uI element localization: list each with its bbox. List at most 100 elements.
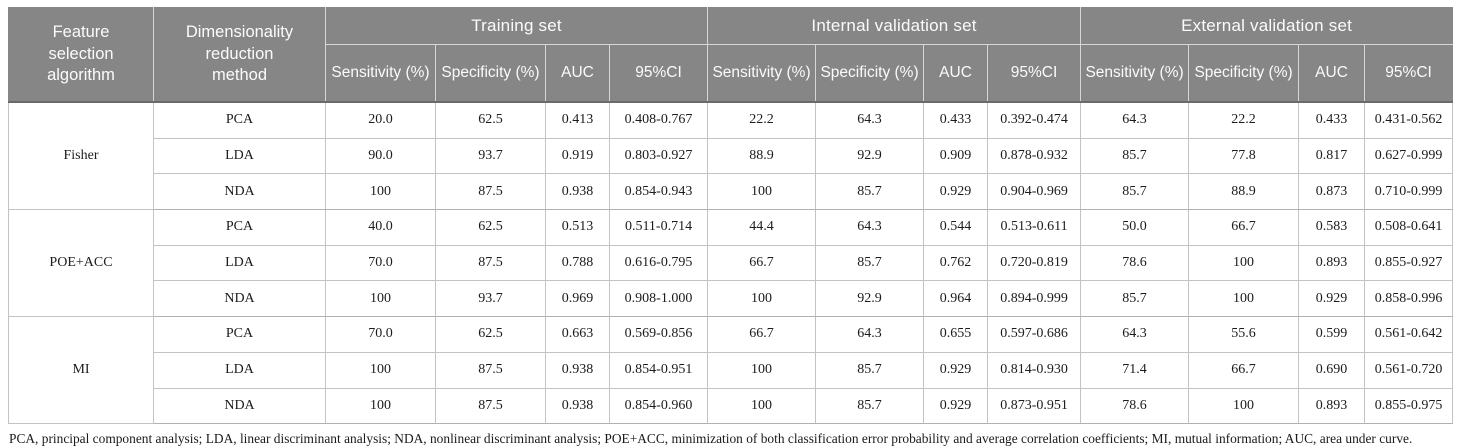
value-cell: 0.513 [545, 209, 610, 246]
value-cell: 100 [1188, 244, 1300, 282]
value-cell: 0.814-0.930 [987, 351, 1082, 389]
value-cell: 0.511-0.714 [608, 209, 709, 246]
value-cell: 0.929 [923, 387, 989, 425]
value-cell: 0.858-0.996 [1364, 280, 1454, 318]
header-training-specificity: Specificity (%) [435, 44, 546, 103]
value-cell: 0.655 [923, 316, 989, 353]
value-cell: 87.5 [435, 351, 546, 389]
value-cell: 0.561-0.642 [1364, 316, 1454, 353]
value-cell: 0.904-0.969 [987, 173, 1082, 211]
value-cell: 85.7 [815, 173, 925, 211]
value-cell: 92.9 [815, 280, 925, 318]
value-cell: 66.7 [1188, 209, 1300, 246]
header-row-subcolumns: Sensitivity (%) Specificity (%) AUC 95%C… [9, 44, 1454, 103]
method-cell: NDA [153, 173, 326, 211]
method-cell: NDA [153, 387, 326, 425]
value-cell: 0.803-0.927 [608, 137, 709, 175]
value-cell: 85.7 [815, 387, 925, 425]
table-row: LDA 100 87.5 0.938 0.854-0.951 100 85.7 0.929 0.… [9, 351, 1454, 389]
value-cell: 0.854-0.943 [608, 173, 709, 211]
value-cell: 0.873-0.951 [987, 387, 1082, 425]
value-cell: 20.0 [325, 101, 436, 139]
algorithm-cell: Fisher [8, 101, 154, 211]
header-group-internal-validation-set: Internal validation set [707, 7, 1082, 45]
value-cell: 87.5 [435, 173, 546, 211]
value-cell: 77.8 [1188, 137, 1300, 175]
value-cell: 64.3 [1080, 101, 1190, 139]
value-cell: 90.0 [325, 137, 436, 175]
value-cell: 100 [325, 173, 436, 211]
value-cell: 0.616-0.795 [608, 244, 709, 282]
value-cell: 0.855-0.927 [1364, 244, 1454, 282]
value-cell: 22.2 [1188, 101, 1300, 139]
table-row: NDA 100 87.5 0.938 0.854-0.960 100 85.7 0.929 0.… [9, 387, 1454, 425]
value-cell: 100 [707, 351, 817, 389]
method-cell: PCA [153, 209, 326, 246]
header-external-auc: AUC [1298, 44, 1366, 103]
value-cell: 0.433 [923, 101, 989, 139]
value-cell: 85.7 [1080, 280, 1190, 318]
value-cell: 40.0 [325, 209, 436, 246]
value-cell: 78.6 [1080, 244, 1190, 282]
value-cell: 70.0 [325, 244, 436, 282]
value-cell: 0.969 [545, 280, 610, 318]
method-cell: PCA [153, 316, 326, 353]
table-row: MI PCA 70.0 62.5 0.663 0.569-0.856 66.7 64.3 0.6… [8, 316, 1454, 425]
header-training-ci: 95%CI [608, 44, 709, 103]
value-cell: 0.855-0.975 [1364, 387, 1454, 425]
header-feature-selection-algorithm: Feature selection algorithm [8, 7, 154, 103]
value-cell: 92.9 [815, 137, 925, 175]
value-cell: 100 [707, 387, 817, 425]
value-cell: 64.3 [1080, 316, 1190, 353]
method-cell: NDA [153, 280, 326, 318]
header-external-sensitivity: Sensitivity (%) [1080, 44, 1190, 103]
table-body: Fisher PCA 20.0 62.5 0.413 0.408-0.767 22.2 64.… [8, 101, 1454, 425]
value-cell: 0.893 [1298, 244, 1366, 282]
value-cell: 0.878-0.932 [987, 137, 1082, 175]
value-cell: 0.544 [923, 209, 989, 246]
value-cell: 62.5 [435, 316, 546, 353]
value-cell: 0.788 [545, 244, 610, 282]
algorithm-cell: MI [8, 316, 154, 425]
header-external-specificity: Specificity (%) [1188, 44, 1300, 103]
value-cell: 85.7 [815, 351, 925, 389]
value-cell: 64.3 [815, 209, 925, 246]
value-cell: 70.0 [325, 316, 436, 353]
value-cell: 0.908-1.000 [608, 280, 709, 318]
table-row: LDA 70.0 87.5 0.788 0.616-0.795 66.7 85.7 0.762… [9, 244, 1454, 282]
value-cell: 0.964 [923, 280, 989, 318]
header-internal-specificity: Specificity (%) [815, 44, 925, 103]
value-cell: 0.873 [1298, 173, 1366, 211]
header-training-sensitivity: Sensitivity (%) [325, 44, 436, 103]
results-table: Feature selection algorithm Dimensionali… [8, 7, 1454, 425]
header-group-external-validation-set: External validation set [1080, 7, 1454, 45]
value-cell: 50.0 [1080, 209, 1190, 246]
value-cell: 78.6 [1080, 387, 1190, 425]
value-cell: 66.7 [707, 316, 817, 353]
header-row-groups: Feature selection algorithm Dimensionali… [8, 7, 1454, 103]
value-cell: 0.929 [923, 351, 989, 389]
value-cell: 0.893 [1298, 387, 1366, 425]
value-cell: 0.762 [923, 244, 989, 282]
value-cell: 0.433 [1298, 101, 1366, 139]
value-cell: 0.919 [545, 137, 610, 175]
value-cell: 0.854-0.960 [608, 387, 709, 425]
header-dimensionality-reduction-method: Dimensionality reduction method [153, 7, 326, 103]
table-row: NDA 100 87.5 0.938 0.854-0.943 100 85.7 0.929 0.… [9, 173, 1454, 211]
value-cell: 66.7 [707, 244, 817, 282]
value-cell: 0.690 [1298, 351, 1366, 389]
value-cell: 0.929 [1298, 280, 1366, 318]
value-cell: 55.6 [1188, 316, 1300, 353]
value-cell: 64.3 [815, 316, 925, 353]
header-internal-ci: 95%CI [987, 44, 1082, 103]
value-cell: 0.597-0.686 [987, 316, 1082, 353]
value-cell: 88.9 [1188, 173, 1300, 211]
value-cell: 100 [1188, 280, 1300, 318]
value-cell: 100 [1188, 387, 1300, 425]
value-cell: 0.569-0.856 [608, 316, 709, 353]
value-cell: 0.431-0.562 [1364, 101, 1454, 139]
value-cell: 87.5 [435, 244, 546, 282]
value-cell: 93.7 [435, 280, 546, 318]
header-internal-sensitivity: Sensitivity (%) [707, 44, 817, 103]
value-cell: 0.909 [923, 137, 989, 175]
